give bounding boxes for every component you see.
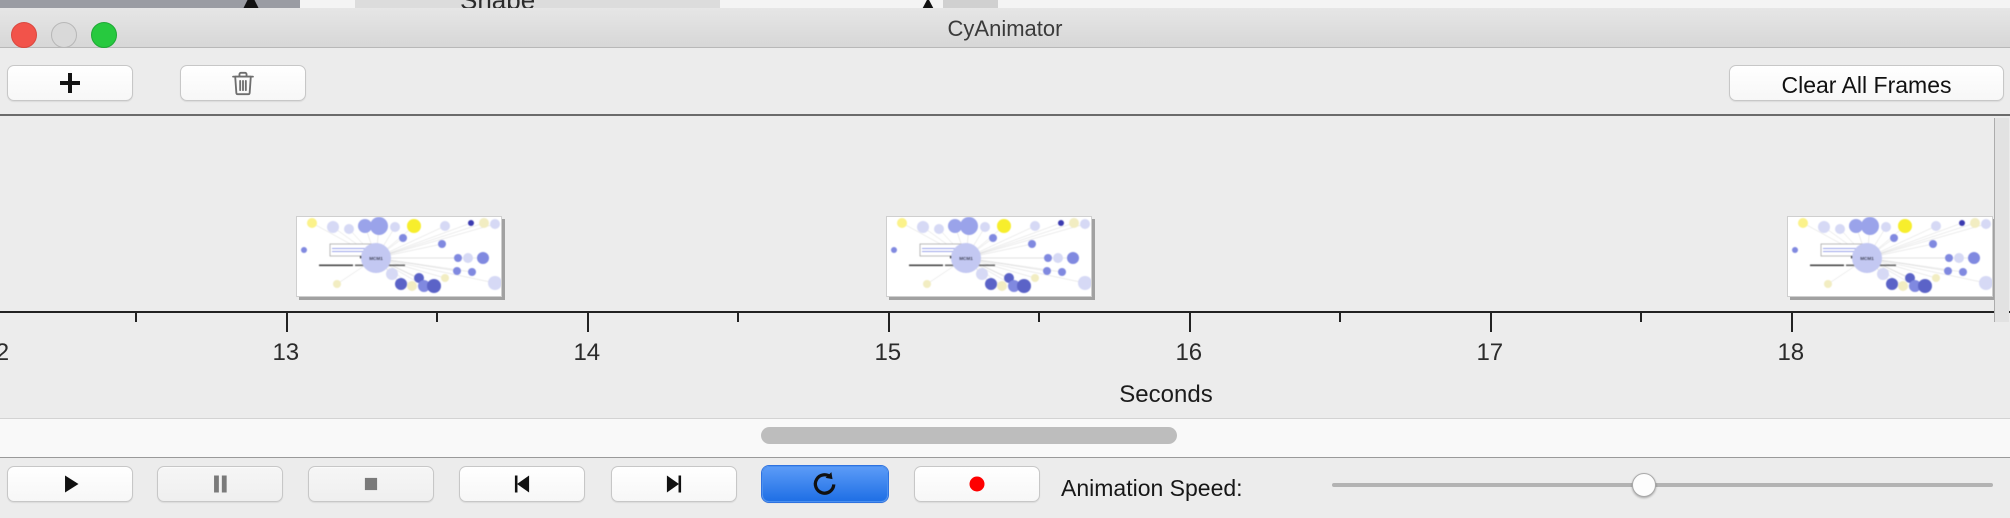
svg-text:MCM1: MCM1 [959,256,973,261]
svg-text:MCM1: MCM1 [1860,256,1874,261]
svg-text:MCM1: MCM1 [369,256,383,261]
